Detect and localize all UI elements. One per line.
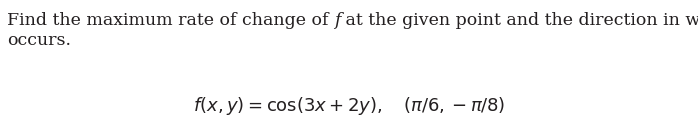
Text: $f(x, y) = \cos(3x + 2y), \quad (\pi/6, -\pi/8)$: $f(x, y) = \cos(3x + 2y), \quad (\pi/6, … bbox=[193, 95, 505, 117]
Text: Find the maximum rate of change of: Find the maximum rate of change of bbox=[7, 12, 334, 29]
Text: occurs.: occurs. bbox=[7, 32, 71, 49]
Text: f: f bbox=[334, 12, 341, 29]
Text: at the given point and the direction in which it: at the given point and the direction in … bbox=[341, 12, 698, 29]
